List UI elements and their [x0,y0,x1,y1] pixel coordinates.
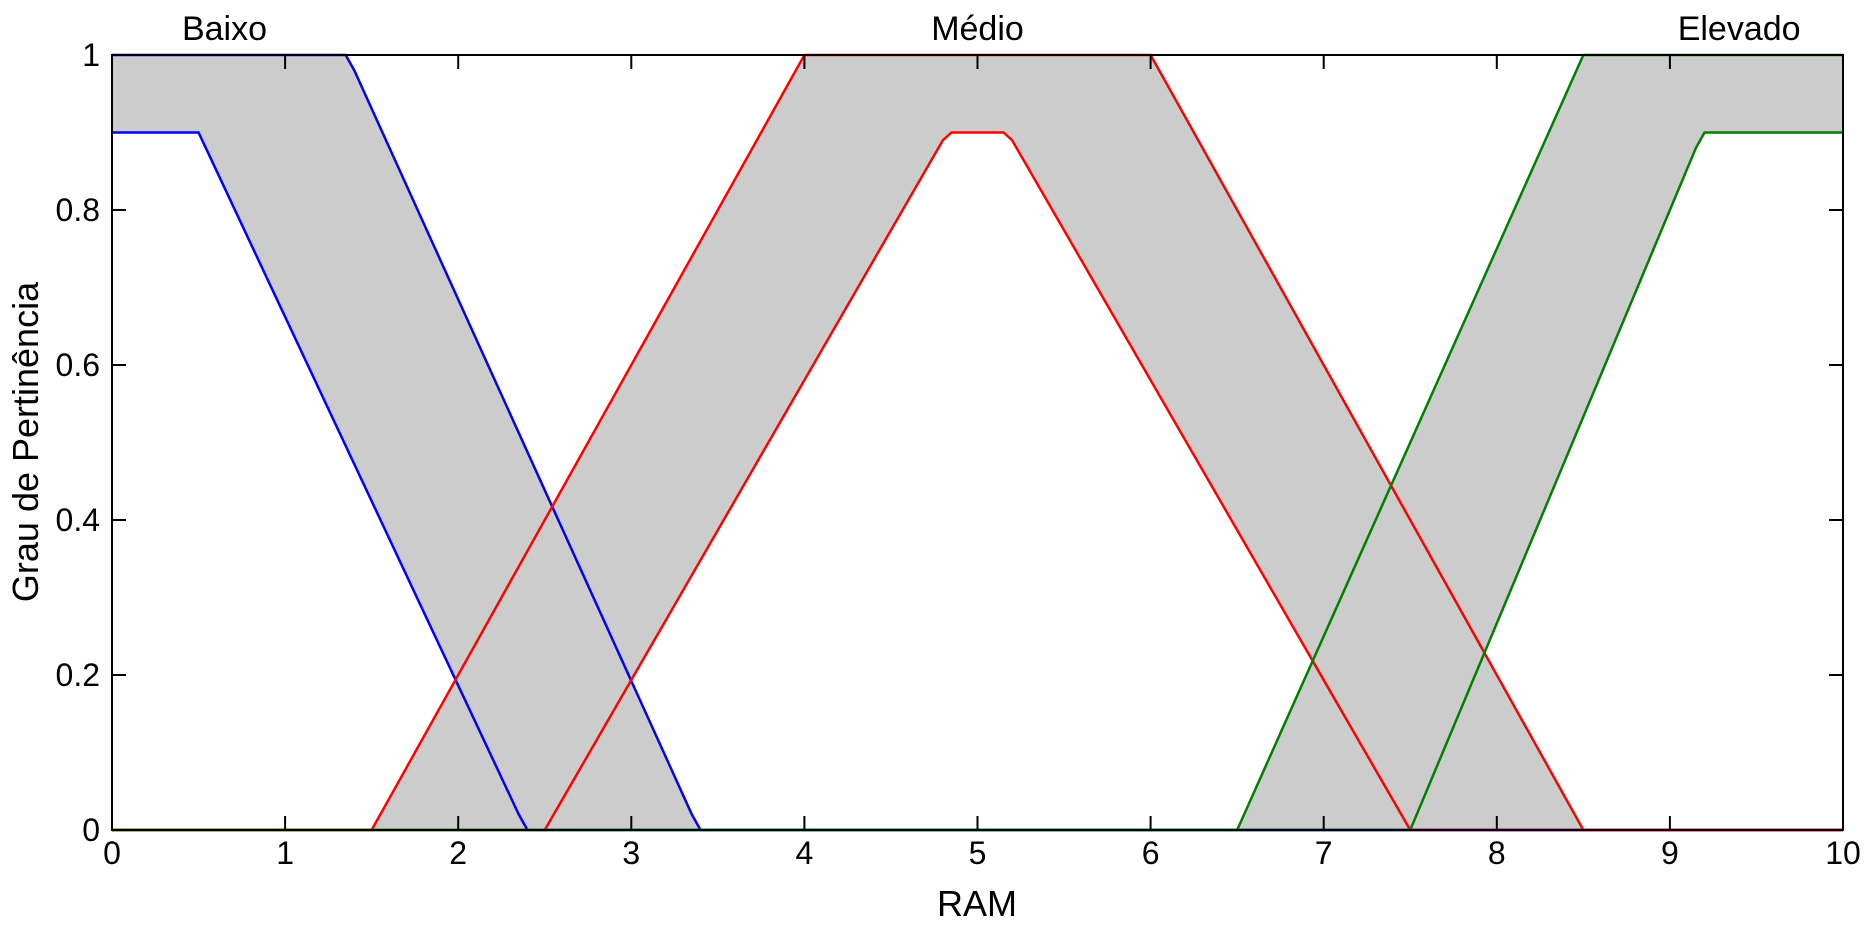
x-tick-label: 4 [796,835,814,871]
x-axis-label: RAM [937,883,1017,924]
membership-fills [112,55,1843,830]
x-tick-label: 3 [622,835,640,871]
x-axis-ticks: 0 1 2 3 4 5 6 7 8 9 10 [103,55,1861,871]
set-label: Médio [931,10,1024,48]
x-tick-label: 2 [449,835,467,871]
y-axis-ticks: 0 0.2 0.4 0.6 0.8 1 [56,37,1843,848]
set-labels: Baixo Médio Elevado [182,10,1801,48]
set-label: Elevado [1678,10,1801,48]
y-tick-label: 0.6 [56,347,100,383]
x-tick-label: 9 [1661,835,1679,871]
x-tick-label: 7 [1315,835,1333,871]
y-axis-label: Grau de Pertinência [5,281,46,602]
x-tick-label: 8 [1488,835,1506,871]
y-tick-label: 0.2 [56,657,100,693]
y-tick-label: 1 [82,37,100,73]
x-tick-label: 0 [103,835,121,871]
y-tick-label: 0.4 [56,502,100,538]
x-tick-label: 5 [969,835,987,871]
set-label: Baixo [182,10,267,48]
x-tick-label: 1 [276,835,294,871]
y-tick-label: 0 [82,812,100,848]
footprint-fill-elevado [112,55,1843,830]
x-tick-label: 6 [1142,835,1160,871]
x-tick-label: 10 [1825,835,1861,871]
lower-membership-line-medio [112,131,1843,832]
y-tick-label: 0.8 [56,192,100,228]
